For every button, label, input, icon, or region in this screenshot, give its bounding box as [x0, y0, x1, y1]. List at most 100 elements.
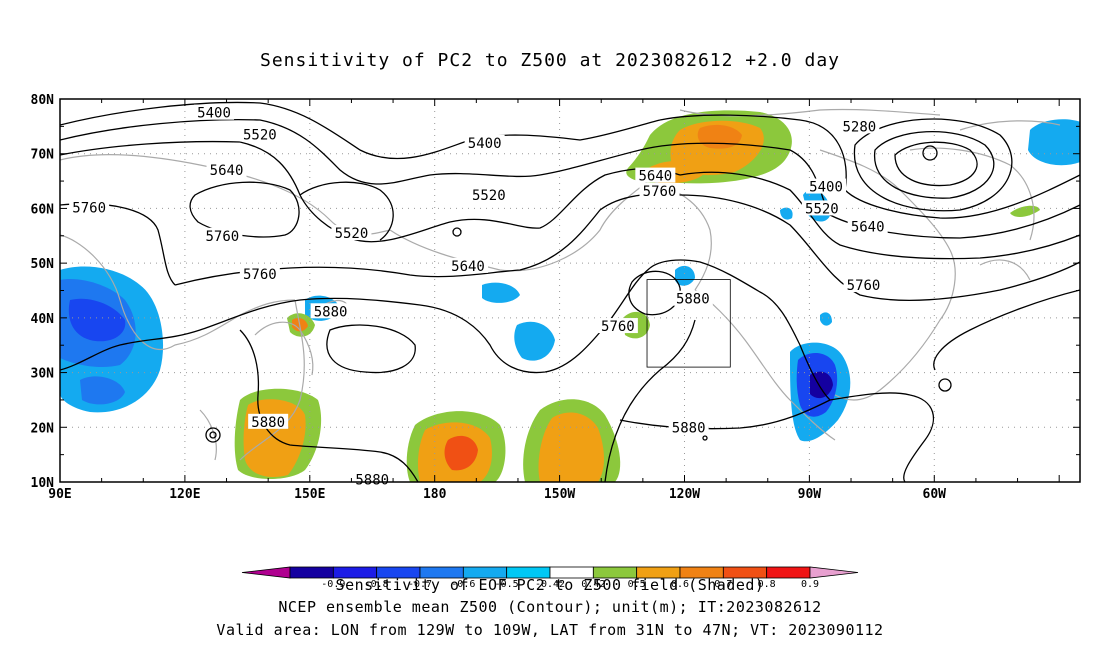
contour-label: 5760 [243, 267, 277, 283]
contour-5640-west [60, 140, 681, 243]
caption-shaded: Sensitivity of EOF PC2 to Z500 field (Sh… [335, 576, 765, 594]
lon-label: 90E [48, 487, 71, 502]
contour-5280-ring3 [853, 118, 1013, 212]
colorbar-tick-label: 0.42 [581, 579, 605, 590]
contour-label: 5880 [314, 304, 348, 320]
contour-5880-asia [60, 267, 651, 374]
contour-5880-blob [326, 324, 416, 374]
contour-5880-trop [619, 392, 934, 482]
contour-5760-loop [189, 181, 300, 238]
contour-small-loop-4 [209, 431, 217, 439]
contour-label-bg [239, 126, 280, 142]
lon-label: 60W [923, 487, 947, 502]
caption-contour: NCEP ensemble mean Z500 (Contour); unit(… [278, 598, 822, 616]
contour-5280-ring2 [874, 131, 995, 199]
contour-5760-npac-loop [628, 270, 681, 316]
contour-small-loop-5 [938, 378, 952, 392]
colorbar-tick-label: -0.6 [451, 579, 475, 590]
contour-labels: 5400552056405760576057605520588058805880… [69, 104, 888, 488]
contour-5520-west [60, 119, 641, 185]
lat-label: 70N [31, 148, 55, 163]
contour-label: 5760 [643, 184, 677, 200]
contour-label: 5280 [842, 119, 876, 135]
contour-label-bg [248, 413, 289, 429]
lon-label: 90W [798, 487, 822, 502]
colorbar-tick-label: 0.9 [801, 579, 819, 590]
valid-area-box [646, 279, 731, 368]
colorbar-tick-label: 0.7 [714, 579, 732, 590]
contour-label-bg [635, 167, 676, 183]
contour-label-bg [69, 199, 110, 215]
contour-label: 5880 [672, 420, 706, 436]
lat-label: 40N [31, 312, 55, 327]
contour-label-bg [331, 225, 372, 241]
latitude-labels: 80N 70N 60N 50N 40N 30N 20N 10N [31, 93, 55, 491]
contour-label-bg [206, 162, 247, 178]
colorbar-tick-label: -0.8 [365, 579, 389, 590]
shade-negative-alaska [675, 265, 695, 286]
contour-label-bg [839, 118, 880, 134]
contour-label-bg [806, 178, 847, 194]
shade-negative-mexico [820, 312, 832, 326]
contour-label: 5760 [72, 200, 106, 216]
contour-5520-loop [299, 181, 394, 241]
colorbar-tick-label: -0.7 [408, 579, 432, 590]
contour-5880-south [239, 329, 419, 482]
z500-contours [60, 101, 1080, 482]
colorbar-tick-label: 0.6 [671, 579, 689, 590]
contour-label: 5760 [601, 319, 635, 335]
shade-positive-cpac-b [538, 412, 604, 482]
colorbar-tick-label: 0.8 [758, 579, 776, 590]
contour-label-bg [468, 186, 509, 202]
contour-label: 5640 [638, 169, 672, 185]
contour-label: 5880 [251, 415, 285, 431]
contour-5640-east [679, 171, 1080, 260]
contour-5400-west [60, 101, 661, 160]
contour-label: 5880 [676, 292, 710, 308]
contour-label: 5760 [847, 278, 881, 294]
lat-lon-grid [60, 99, 1080, 482]
contour-label: 5520 [805, 201, 839, 217]
colorbar-tick-label: -0.42 [535, 579, 565, 590]
contour-small-loop-6 [702, 435, 708, 441]
contour-label: 5520 [243, 128, 277, 144]
contour-label-bg [448, 257, 488, 273]
contour-5880-sub [604, 319, 696, 482]
contour-label-bg [310, 303, 351, 319]
lon-label: 120E [169, 487, 200, 502]
contour-5760-east [679, 194, 1080, 302]
contour-label-bg [639, 182, 680, 198]
colorbar-tick-label: 0.5 [628, 579, 646, 590]
sensitivity-shading [60, 110, 1080, 482]
contour-label-bg [464, 134, 505, 150]
contour-label: 5640 [851, 219, 885, 235]
contour-label: 5400 [809, 180, 843, 196]
contour-5880-atlantic [933, 289, 1080, 371]
contour-small-loop-2 [922, 145, 938, 161]
map-title: Sensitivity of PC2 to Z500 at 2023082612… [259, 50, 840, 71]
contour-label: 5640 [210, 163, 244, 179]
contour-label-bg [843, 277, 884, 293]
shade-negative-npac-2 [514, 321, 555, 361]
contour-label-bg [847, 218, 888, 234]
shade-negative-npac-1 [482, 282, 520, 303]
colorbar-tick-label: -0.5 [495, 579, 519, 590]
lon-label: 180 [423, 487, 447, 502]
shade-positive-wpac-2c [444, 435, 478, 471]
contour-label: 5880 [355, 472, 389, 488]
shade-negative-greenland [1028, 119, 1080, 166]
lon-label: 150E [294, 487, 325, 502]
contour-label: 5400 [468, 136, 502, 152]
colorbar: -0.9 -0.8 -0.7 -0.6 -0.5 -0.42 0.42 0.5 0.6 0.7 0.… [241, 566, 859, 590]
colorbar-tick-label: -0.9 [321, 579, 345, 590]
contour-label-bg [202, 227, 243, 243]
contour-small-loop-1 [452, 227, 462, 237]
contour-5280-center [894, 141, 978, 187]
lat-label: 20N [31, 421, 55, 436]
contour-label-bg [194, 104, 235, 120]
contour-label: 5760 [206, 229, 240, 245]
lat-label: 80N [31, 93, 55, 108]
contour-label-bg [672, 290, 713, 306]
contour-label-bg [597, 318, 638, 334]
